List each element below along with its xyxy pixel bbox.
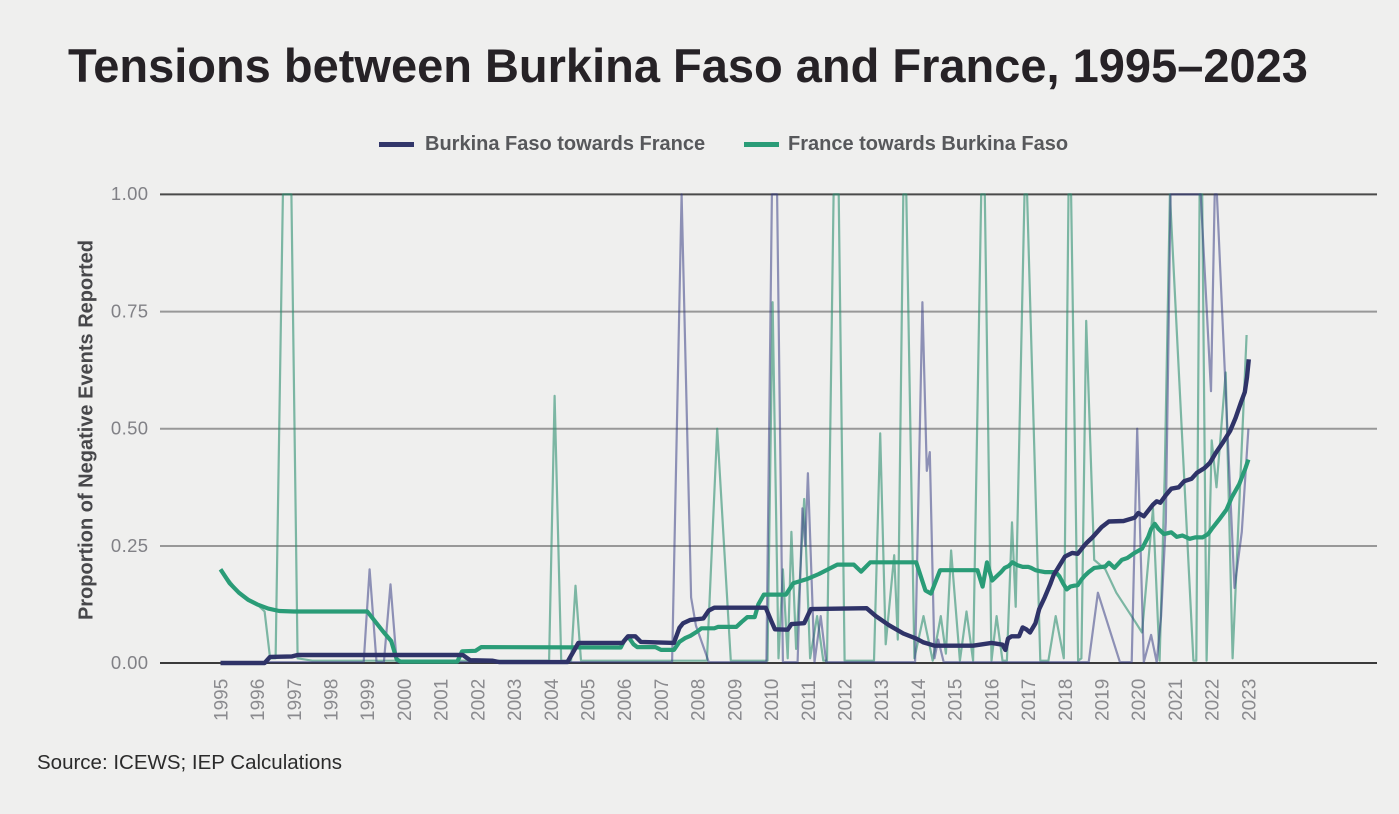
svg-text:2003: 2003 [505, 679, 526, 721]
svg-text:2010: 2010 [762, 679, 783, 721]
svg-text:2008: 2008 [689, 679, 710, 721]
svg-text:2002: 2002 [468, 679, 489, 721]
svg-text:0.75: 0.75 [111, 300, 149, 321]
svg-text:2015: 2015 [946, 679, 967, 721]
svg-text:2001: 2001 [432, 679, 453, 721]
svg-text:1998: 1998 [322, 679, 343, 721]
svg-text:0.50: 0.50 [111, 418, 149, 439]
svg-text:1995: 1995 [211, 679, 232, 721]
svg-text:2007: 2007 [652, 679, 673, 721]
svg-text:1999: 1999 [358, 679, 379, 721]
svg-text:2014: 2014 [909, 678, 930, 721]
svg-text:2012: 2012 [836, 679, 857, 721]
svg-text:2005: 2005 [579, 679, 600, 721]
svg-text:2019: 2019 [1093, 679, 1114, 721]
svg-text:2004: 2004 [542, 678, 563, 721]
svg-text:2013: 2013 [872, 679, 893, 721]
svg-text:1.00: 1.00 [111, 183, 149, 204]
svg-text:2011: 2011 [799, 680, 820, 721]
svg-text:1997: 1997 [285, 679, 306, 721]
svg-text:0.25: 0.25 [111, 535, 149, 556]
svg-text:0.00: 0.00 [111, 652, 149, 673]
svg-text:2020: 2020 [1129, 679, 1150, 721]
svg-text:2021: 2021 [1166, 679, 1187, 721]
svg-text:1996: 1996 [248, 679, 269, 721]
svg-text:2023: 2023 [1239, 679, 1260, 721]
svg-text:2017: 2017 [1019, 679, 1040, 721]
svg-text:2009: 2009 [725, 679, 746, 721]
svg-text:2000: 2000 [395, 679, 416, 721]
svg-text:2006: 2006 [615, 679, 636, 721]
svg-text:2016: 2016 [982, 679, 1003, 721]
svg-text:2018: 2018 [1056, 679, 1077, 721]
svg-text:2022: 2022 [1203, 679, 1224, 721]
